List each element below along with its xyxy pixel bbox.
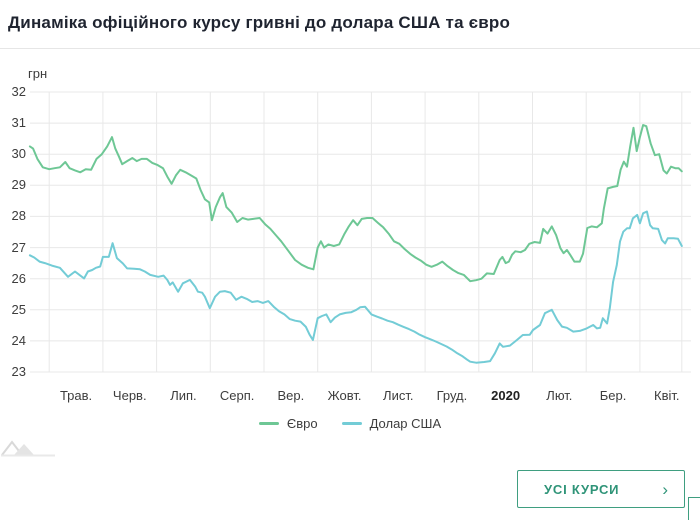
- y-tick-label: 28: [11, 208, 26, 224]
- x-tick-label: Квіт.: [654, 388, 680, 403]
- chart-legend: Євро Долар США: [0, 413, 700, 433]
- x-tick-label: Лип.: [170, 388, 197, 403]
- x-tick-label: Серп.: [219, 388, 255, 403]
- x-tick-label: 2020: [491, 388, 521, 403]
- chevron-right-icon: ›: [662, 479, 668, 499]
- y-tick-label: 30: [11, 146, 26, 162]
- mountain-chart-icon: [1, 440, 55, 457]
- x-tick-label: Вер.: [277, 388, 305, 403]
- all-rates-button-label: УСІ КУРСИ: [544, 481, 620, 497]
- legend-item-1[interactable]: Долар США: [341, 415, 442, 431]
- x-tick-label: Жовт.: [327, 388, 362, 403]
- legend-item-0[interactable]: Євро: [258, 415, 318, 431]
- legend-swatch-icon: [341, 421, 362, 425]
- x-tick-label: Черв.: [112, 388, 147, 403]
- x-tick-label: Лют.: [546, 388, 573, 403]
- y-tick-label: 32: [11, 84, 26, 99]
- legend-label: Долар США: [369, 415, 442, 431]
- title-divider: [0, 48, 700, 49]
- x-tick-label: Трав.: [59, 388, 93, 403]
- series-line-1: [28, 210, 683, 364]
- legend-label: Євро: [286, 415, 318, 431]
- y-tick-label: 29: [11, 177, 26, 193]
- y-tick-label: 26: [11, 270, 26, 286]
- all-rates-button[interactable]: УСІ КУРСИ ›: [517, 470, 685, 508]
- x-tick-label: Лист.: [383, 388, 414, 403]
- x-tick-label: Бер.: [599, 388, 627, 403]
- x-tick-label: Груд.: [436, 388, 468, 403]
- y-tick-label: 25: [11, 301, 26, 317]
- y-tick-label: 31: [11, 115, 26, 131]
- series-line-0: [28, 124, 683, 283]
- y-tick-label: 23: [11, 364, 26, 379]
- y-tick-label: 24: [11, 332, 26, 348]
- y-axis-unit-label: грн: [28, 66, 48, 81]
- legend-swatch-icon: [258, 421, 279, 425]
- page-title: Динаміка офіційного курсу гривні до дола…: [8, 13, 511, 32]
- y-tick-label: 27: [11, 239, 26, 255]
- partial-next-button-corner[interactable]: [688, 497, 700, 520]
